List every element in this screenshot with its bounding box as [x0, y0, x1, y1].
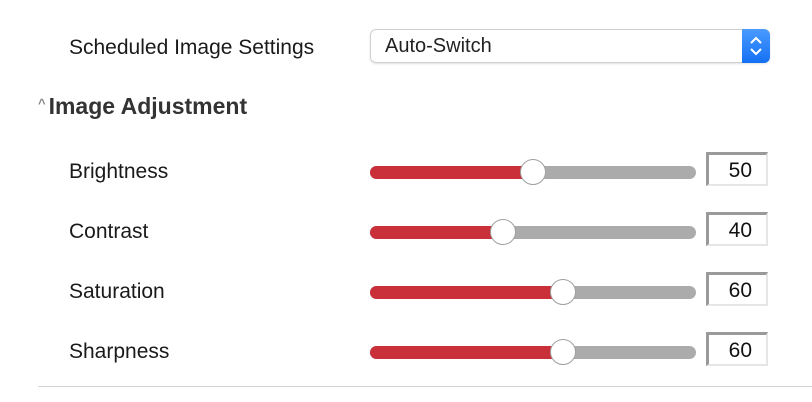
contrast-slider[interactable] — [370, 219, 696, 245]
contrast-slider-thumb[interactable] — [490, 219, 516, 245]
select-value: Auto-Switch — [385, 35, 492, 57]
image-adjustment-toggle[interactable]: ^ Image Adjustment — [38, 93, 247, 120]
saturation-slider-fill — [370, 286, 563, 299]
sharpness-label: Sharpness — [69, 340, 170, 363]
brightness-slider-thumb[interactable] — [520, 159, 546, 185]
scheduled-image-settings-select[interactable]: Auto-Switch — [370, 29, 770, 63]
sharpness-slider[interactable] — [370, 339, 696, 365]
brightness-slider-fill — [370, 166, 533, 179]
caret-up-icon: ^ — [38, 96, 46, 111]
brightness-value-input[interactable]: 50 — [706, 152, 768, 186]
divider — [38, 386, 812, 387]
saturation-value-input[interactable]: 60 — [706, 272, 768, 306]
contrast-value-input[interactable]: 40 — [706, 212, 768, 246]
brightness-label: Brightness — [69, 160, 169, 183]
saturation-label: Saturation — [69, 280, 165, 303]
sharpness-value-input[interactable]: 60 — [706, 332, 768, 366]
scheduled-image-settings-label: Scheduled Image Settings — [69, 36, 315, 59]
chevron-up-down-icon — [742, 29, 770, 63]
sharpness-slider-thumb[interactable] — [550, 339, 576, 365]
contrast-label: Contrast — [69, 220, 149, 243]
sharpness-slider-fill — [370, 346, 563, 359]
brightness-slider[interactable] — [370, 159, 696, 185]
saturation-slider[interactable] — [370, 279, 696, 305]
section-title: Image Adjustment — [48, 93, 248, 119]
contrast-slider-fill — [370, 226, 503, 239]
saturation-slider-thumb[interactable] — [550, 279, 576, 305]
